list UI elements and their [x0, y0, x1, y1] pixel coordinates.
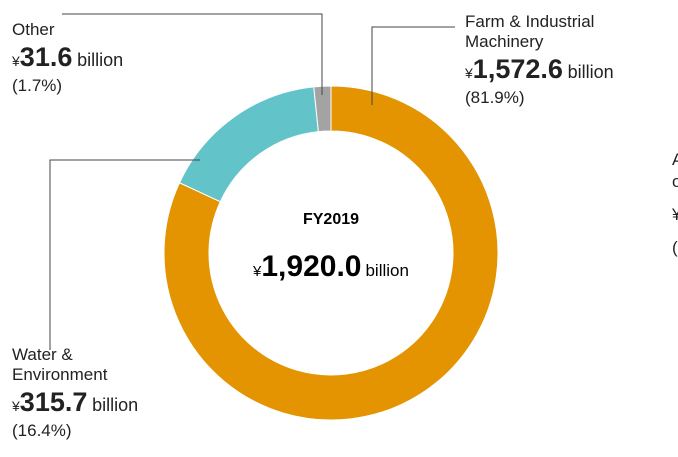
value-label: 1,572.6	[472, 54, 563, 84]
slice-label: Other ¥31.6 billion (1.7%)	[12, 20, 202, 96]
center-total: ¥1,920.0 billion	[252, 250, 409, 283]
currency: ¥	[252, 263, 262, 280]
percent-label: (1.7%)	[12, 76, 63, 95]
leader-line	[62, 13, 323, 95]
amount: ¥31.6 billion	[12, 42, 202, 76]
clipped-text: A	[672, 150, 678, 169]
clipped-text: o	[672, 172, 678, 191]
clipped-text: (	[672, 238, 678, 257]
slice-label: Farm & Industrial Machinery ¥1,572.6 bill…	[465, 12, 655, 108]
leader-line	[49, 159, 200, 350]
center-label: FY2019	[303, 211, 359, 228]
unit: billion	[77, 50, 124, 70]
unit: billion	[92, 395, 139, 415]
clipped-text: ¥	[672, 205, 678, 224]
currency: ¥	[465, 65, 473, 81]
donut	[163, 85, 499, 421]
category-name: Other	[12, 20, 55, 39]
unit: billion	[365, 261, 408, 280]
amount: ¥315.7 billion	[12, 387, 152, 421]
slice	[178, 86, 319, 203]
currency: ¥	[12, 398, 20, 414]
leader-line	[371, 26, 455, 105]
currency: ¥	[12, 53, 20, 69]
leader-lines	[49, 13, 455, 350]
value-label: 315.7	[19, 387, 88, 417]
total: 1,920.0	[261, 250, 361, 283]
unit: billion	[567, 62, 614, 82]
slice	[313, 85, 332, 133]
value-label: 31.6	[19, 42, 73, 72]
category-name: Water & Environment	[12, 345, 108, 384]
percent-label: (16.4%)	[12, 421, 72, 440]
percent-label: (81.9%)	[465, 88, 525, 107]
slice-label: Water & Environment ¥315.7 billion (16.4%)	[12, 345, 152, 441]
category-name: Farm & Industrial Machinery	[465, 12, 595, 51]
amount: ¥1,572.6 billion	[465, 54, 655, 88]
slice	[163, 85, 499, 421]
